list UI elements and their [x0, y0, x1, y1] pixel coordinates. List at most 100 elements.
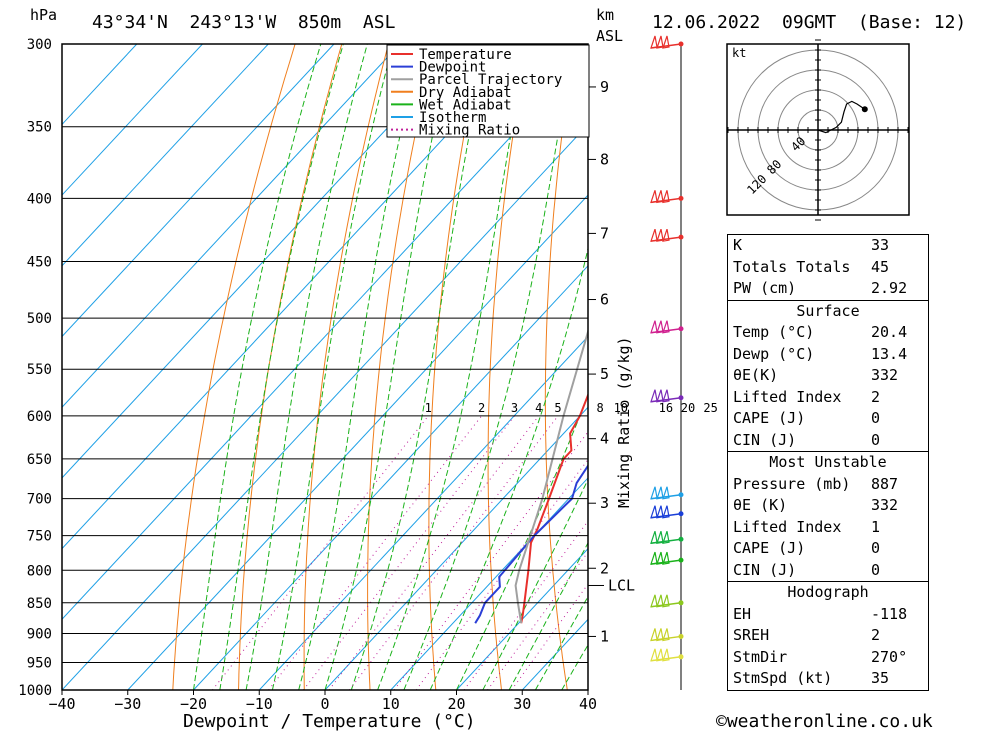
- wind-barb-dot: [678, 41, 684, 47]
- legend-label: Mixing Ratio: [419, 123, 520, 139]
- wind-barb-flag: [662, 228, 670, 242]
- pressure-tick-label: 1000: [18, 683, 52, 699]
- wet-adiabat-line: [298, 44, 422, 690]
- wind-barb-dot: [678, 654, 684, 660]
- mixing-ratio-label: 1: [425, 401, 432, 415]
- legend-label: Isotherm: [419, 110, 486, 126]
- mixing-ratio-label: 20: [681, 401, 695, 415]
- index-row-totals: Totals Totals 45: [733, 257, 890, 276]
- isotherm-line: [324, 406, 588, 690]
- km-tick-label: 7: [600, 224, 609, 242]
- surface-row: θE(K) 332: [733, 366, 899, 384]
- wet-adiabat-line: [245, 44, 368, 690]
- isotherm-line: [62, 44, 401, 408]
- km-tick-label: 2: [600, 559, 609, 577]
- hodo-row: SREH 2: [733, 626, 881, 644]
- index-row-pw: PW (cm) 2.92: [733, 279, 908, 297]
- lcl-label: LCL: [608, 576, 635, 594]
- wind-barb-flag: [650, 594, 658, 608]
- wet-adiabat-line: [219, 44, 344, 690]
- pressure-tick-label: 850: [27, 596, 52, 612]
- pressure-tick-label: 950: [27, 655, 52, 671]
- pressure-tick-label: 600: [27, 409, 52, 425]
- mu-row: θE (K) 332: [733, 496, 899, 514]
- wind-barb-flag: [656, 190, 664, 204]
- pressure-tick-label: 900: [27, 626, 52, 642]
- wet-adiabat-line: [377, 44, 529, 690]
- wind-barb-flag: [656, 320, 664, 334]
- mixing-ratio-label: 16: [659, 401, 673, 415]
- wind-barb-flag: [656, 628, 664, 642]
- dry-adiabat-line: [367, 44, 436, 690]
- isotherm-line: [62, 44, 335, 338]
- km-tick-label: 1: [600, 627, 609, 645]
- wind-barb-flag: [656, 228, 664, 242]
- x-tick-label: 40: [579, 695, 597, 713]
- mixing-ratio-line: [487, 551, 588, 690]
- dewpoint-line: [474, 464, 588, 624]
- pressure-tick-label: 450: [27, 255, 52, 271]
- wind-barb-dot: [678, 395, 684, 401]
- wind-barb-flag: [656, 648, 664, 662]
- wind-barb-flag: [650, 505, 658, 519]
- wind-barb-dot: [678, 600, 684, 606]
- storm-motion-dot: [861, 106, 868, 113]
- isotherm-line: [127, 194, 588, 690]
- wind-barb-flag: [656, 505, 664, 519]
- wet-adiabat-line: [429, 246, 588, 690]
- wind-barb-dot: [678, 195, 684, 201]
- dry-adiabat-line: [948, 44, 1000, 690]
- dry-adiabat-line: [428, 44, 483, 690]
- mixing-ratio-axis-label: Mixing Ratio (g/kg): [615, 336, 633, 508]
- mu-row: CAPE (J) 0: [733, 539, 881, 557]
- location-title: 43°34'N 243°13'W 850m ASL: [92, 12, 396, 33]
- legend-label: Parcel Trajectory: [419, 72, 562, 88]
- mixing-ratio-line: [328, 415, 540, 690]
- km-tick-label: 6: [600, 291, 609, 309]
- wind-barb-flag: [662, 320, 670, 334]
- pressure-tick-label: 650: [27, 452, 52, 468]
- parcel-trajectory-line: [514, 328, 588, 624]
- wind-barb-flag: [662, 594, 670, 608]
- mixing-ratio-line: [303, 415, 515, 690]
- isotherm-line: [390, 477, 588, 690]
- pressure-tick-label: 300: [27, 37, 52, 53]
- hodograph-unit-label: kt: [732, 46, 746, 60]
- wind-barb-flag: [656, 35, 664, 49]
- most-unstable-header: Most Unstable: [769, 453, 887, 471]
- wind-barb-flag: [656, 486, 664, 500]
- mixing-ratio-label: 4: [535, 401, 542, 415]
- x-tick-label: −10: [246, 695, 273, 713]
- isotherm-line: [258, 335, 588, 690]
- wind-barb-flag: [650, 190, 658, 204]
- mixing-ratio-line: [268, 415, 482, 690]
- surface-row: Lifted Index 2: [733, 387, 881, 406]
- x-tick-label: 0: [320, 695, 329, 713]
- wind-barb-dot: [678, 492, 684, 498]
- x-axis-title: Dewpoint / Temperature (°C): [183, 711, 476, 732]
- credit-text: ©weatheronline.co.uk: [716, 711, 933, 732]
- wind-barb-flag: [650, 35, 658, 49]
- km-tick-label: 8: [600, 150, 609, 168]
- pressure-tick-label: 400: [27, 191, 52, 207]
- wind-barb-flag: [662, 551, 670, 565]
- hodograph-header: Hodograph: [787, 583, 869, 601]
- isotherm-line: [62, 44, 532, 550]
- dry-adiabat-line: [172, 44, 296, 690]
- wet-adiabat-line: [508, 541, 588, 690]
- km-tick-label: 5: [600, 365, 609, 383]
- wind-barb-flag: [650, 648, 658, 662]
- isotherm-line: [62, 44, 203, 196]
- hodo-row: StmDir 270°: [733, 647, 908, 666]
- wet-adiabat-line: [403, 44, 575, 690]
- datetime-title: 12.06.2022 09GMT (Base: 12): [652, 12, 967, 33]
- hodo-row: EH -118: [733, 604, 908, 623]
- dry-adiabat-line: [994, 44, 1000, 690]
- pressure-unit-label: hPa: [30, 6, 58, 24]
- wind-barb-dot: [678, 234, 684, 240]
- x-tick-label: 30: [513, 695, 531, 713]
- hodo-row: StmSpd (kt) 35: [733, 669, 890, 687]
- wind-barb-flag: [662, 505, 670, 519]
- pressure-tick-label: 550: [27, 362, 52, 378]
